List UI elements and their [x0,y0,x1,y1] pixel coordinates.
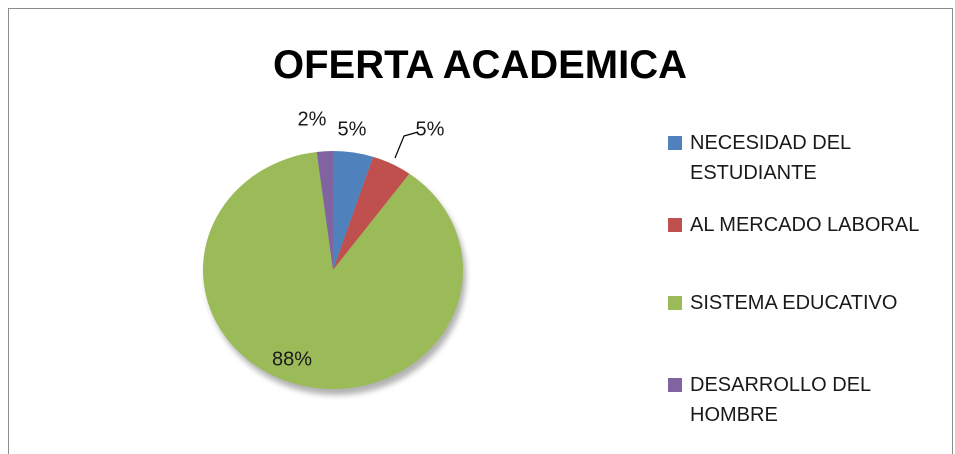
pie-slice [333,151,374,270]
legend-swatch [668,296,682,310]
legend-label: SISTEMA EDUCATIVO [690,292,898,314]
legend-swatch [668,136,682,150]
legend-label: DESARROLLO DEL HOMBRE [690,374,871,426]
legend-swatch [668,378,682,392]
legend-label: AL MERCADO LABORAL [690,214,920,236]
legend-swatch [668,218,682,232]
legend-item: AL MERCADO LABORAL [668,210,938,240]
legend-item: DESARROLLO DEL HOMBRE [668,370,938,430]
data-label: 5% [338,118,367,140]
legend-item: NECESIDAD DEL ESTUDIANTE [668,128,938,188]
chart-frame [8,8,953,454]
leader-line [394,131,419,159]
pie-slice [316,151,333,270]
pie-slice [203,151,464,389]
legend-label: NECESIDAD DEL ESTUDIANTE [690,132,851,184]
pie-slice [333,156,410,270]
data-label: 88% [272,348,312,370]
chart-title: OFERTA ACADEMICA [273,43,687,87]
data-label: 5% [416,118,445,140]
data-label: 2% [298,108,327,130]
legend-item: SISTEMA EDUCATIVO [668,288,938,318]
